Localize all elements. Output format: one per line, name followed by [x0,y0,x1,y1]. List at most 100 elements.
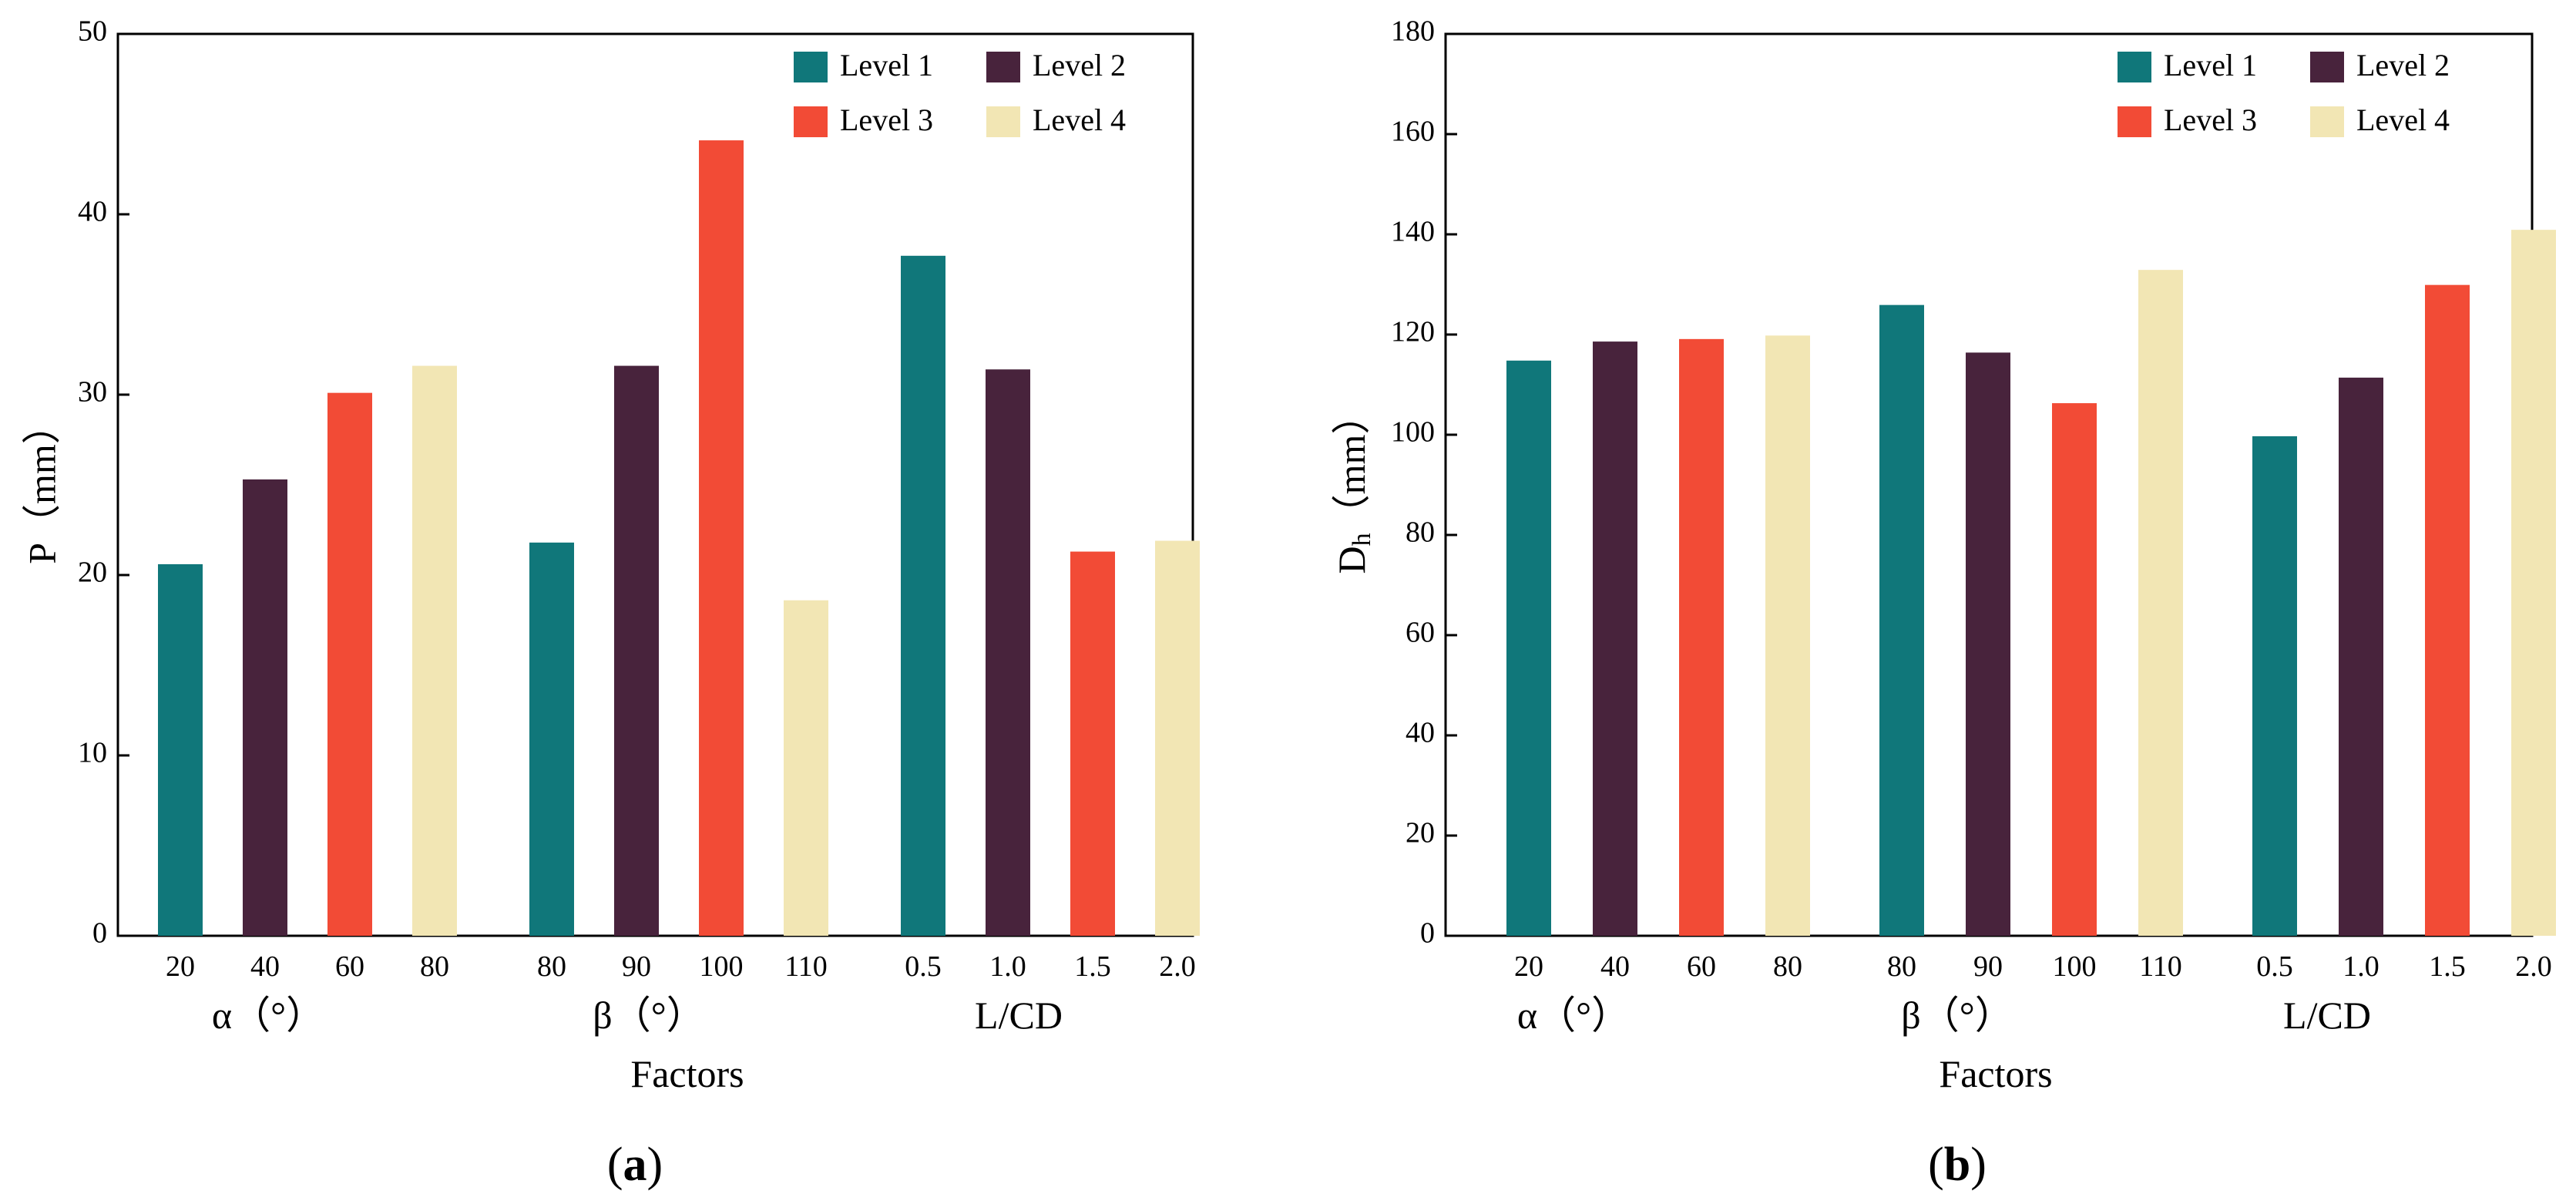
legend-label: Level 2 [2356,48,2450,82]
y-tick-label: 40 [78,196,107,228]
bar-2-4 [2138,270,2183,936]
y-tick-label: 100 [1391,416,1435,449]
panel-label: (b) [1928,1139,1987,1191]
y-tick-label: 80 [1406,516,1435,549]
x-tick-label: 1.5 [2429,950,2466,983]
y-tick-label: 60 [1406,617,1435,649]
x-tick-label: 40 [1600,950,1630,983]
group-labels: α（°） β（°） L/CD [1517,994,2371,1037]
y-tick-label: 180 [1391,15,1435,48]
legend-label: Level 4 [1033,103,1126,137]
x-tick-label: 90 [622,950,651,983]
legend-label: Level 3 [2164,103,2257,137]
y-tick-label: 140 [1391,216,1435,248]
y-axis-ticks: 0 20 40 60 80 100 120 140 160 180 [1391,15,1457,950]
chart-panel-b: 0 20 40 60 80 100 120 140 160 180 20 40 60 80 80 90 100… [1330,15,2556,1191]
x-tick-label: 110 [784,950,828,983]
bar-1-2 [243,479,287,936]
x-tick-label: 60 [1687,950,1716,983]
y-tick-label: 10 [78,737,107,769]
legend-label: Level 3 [840,103,933,137]
bar-3-1 [901,255,945,936]
panel-letter: b [1944,1139,1970,1191]
y-axis-label-unit: （mm） [1330,396,1373,533]
x-tick-label: 80 [1773,950,1802,983]
legend-swatch [794,52,828,82]
x-axis-ticks: 20 40 60 80 80 90 100 110 0.5 1.0 1.5 2.0 [1514,950,2552,983]
bar-1-2 [1593,341,1637,937]
bar-1-1 [158,563,203,936]
x-axis-ticks: 20 40 60 80 80 90 100 110 0.5 1.0 1.5 2.0 [166,950,1196,983]
y-axis-label: Dh（mm） [1330,396,1375,574]
legend-swatch [2118,106,2151,137]
legend: Level 1 Level 2 Level 3 Level 4 [2118,48,2450,137]
x-axis-label: Factors [1939,1052,2052,1095]
x-tick-label: 90 [1973,950,2003,983]
bar-3-1 [2252,436,2297,936]
bars [1506,230,2556,937]
x-tick-label: 0.5 [2256,950,2293,983]
x-tick-label: 60 [335,950,364,983]
bar-3-2 [2339,377,2383,936]
bar-2-1 [1879,304,1924,936]
group-label: α（°） [212,994,324,1037]
bar-1-3 [327,392,372,936]
group-label: L/CD [975,994,1063,1037]
y-tick-label: 20 [78,557,107,589]
x-tick-label: 2.0 [2515,950,2552,983]
x-tick-label: 80 [537,950,566,983]
x-tick-label: 40 [250,950,280,983]
group-label: β（°） [593,994,704,1037]
y-tick-label: 20 [1406,817,1435,849]
bar-3-3 [1070,551,1115,936]
y-tick-label: 0 [1420,917,1435,950]
y-tick-label: 120 [1391,316,1435,348]
bar-1-3 [1679,338,1724,937]
x-tick-label: 1.0 [989,950,1026,983]
bar-2-2 [1966,352,2010,936]
bar-1-1 [1506,360,1551,936]
legend-swatch [986,52,1020,82]
bar-3-2 [986,369,1030,936]
legend-label: Level 4 [2356,103,2450,137]
x-tick-label: 0.5 [905,950,942,983]
x-tick-label: 100 [700,950,744,983]
bar-2-3 [699,140,744,936]
y-tick-label: 0 [92,917,107,950]
legend-swatch [2310,52,2344,82]
bar-2-3 [2052,403,2097,936]
x-tick-label: 80 [420,950,449,983]
bar-1-4 [412,365,457,936]
y-tick-label: 40 [1406,717,1435,749]
x-axis-label: Factors [630,1052,744,1095]
legend-swatch [2118,52,2151,82]
bar-2-4 [784,600,828,936]
legend-swatch [986,106,1020,137]
x-tick-label: 80 [1887,950,1916,983]
legend-swatch [794,106,828,137]
bar-3-4 [2511,230,2556,936]
x-tick-label: 1.0 [2343,950,2380,983]
x-tick-label: 100 [2053,950,2097,983]
panel-letter: a [623,1139,647,1191]
x-tick-label: 2.0 [1159,950,1196,983]
y-axis-label-main: D [1330,546,1373,573]
legend-swatch [2310,106,2344,137]
y-tick-label: 50 [78,15,107,48]
x-tick-label: 110 [2139,950,2182,983]
panel-label: (a) [607,1139,663,1191]
y-tick-label: 30 [78,376,107,409]
group-labels: α（°） β（°） L/CD [212,994,1063,1037]
bar-2-2 [614,365,659,936]
x-tick-label: 1.5 [1074,950,1111,983]
legend: Level 1 Level 2 Level 3 Level 4 [794,48,1126,137]
y-tick-label: 160 [1391,116,1435,148]
group-label: β（°） [1901,994,2013,1037]
bar-1-4 [1765,335,1810,936]
y-axis-ticks: 0 10 20 30 40 50 [78,15,129,950]
x-tick-label: 20 [1514,950,1543,983]
legend-label: Level 1 [2164,48,2257,82]
group-label: L/CD [2283,994,2371,1037]
